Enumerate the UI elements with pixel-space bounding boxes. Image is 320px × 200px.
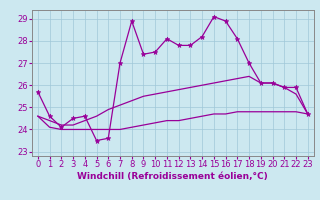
X-axis label: Windchill (Refroidissement éolien,°C): Windchill (Refroidissement éolien,°C) [77,172,268,181]
